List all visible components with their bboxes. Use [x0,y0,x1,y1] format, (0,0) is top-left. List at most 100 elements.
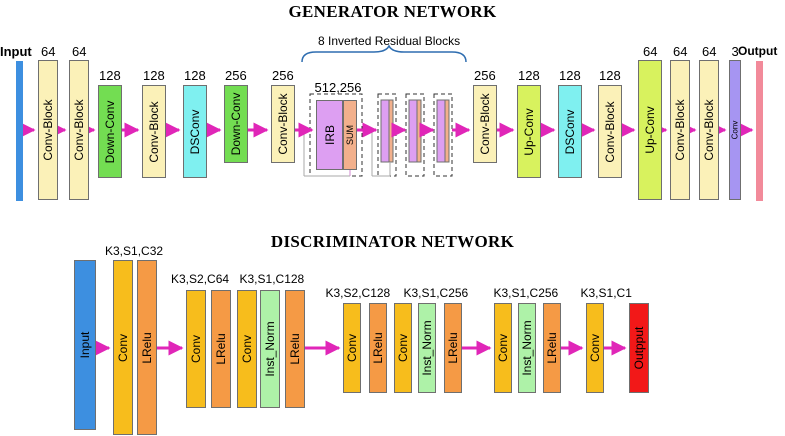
generator-block-5-channels: 256 [225,68,247,83]
discriminator-param-3: K3,S2,C128 [325,286,391,300]
discriminator-block-17-label: Outpput [632,326,646,370]
discriminator-block-6: Inst_Norm [260,290,280,408]
discriminator-block-8-label: Conv [345,333,359,363]
generator-block-0-channels: 64 [41,44,56,59]
generator-block-2: Down-Conv [98,85,122,178]
generator-block-16-label: Conv [730,120,740,140]
generator-block-2-channels: 128 [99,68,121,83]
generator-block-3-channels: 128 [143,68,165,83]
generator-block-7: IRB [316,100,343,170]
discriminator-block-16: Conv [586,303,604,393]
generator-input-bar [16,61,23,201]
generator-input-label: Input [0,44,32,59]
generator-block-16: Conv [729,60,741,200]
generator-block-3: Conv-Block [142,85,166,178]
generator-block-5-label: Down-Conv [229,92,243,156]
discriminator-block-5: Conv [237,290,257,408]
discriminator-block-15-label: LRelu [545,332,559,364]
discriminator-block-3: Conv [186,290,206,408]
irb-mini-sum-0 [388,99,394,163]
generator-block-7-label: IRB [322,124,337,146]
generator-title: GENERATOR NETWORK [288,2,497,21]
generator-output-bar [756,61,763,201]
generator-block-15-channels: 64 [702,44,717,59]
generator-block-11-label: DSConv [563,109,577,154]
generator-block-6: Conv-Block [271,85,295,163]
discriminator-block-1: Conv [113,260,133,435]
generator-block-10-channels: 128 [518,68,540,83]
generator-block-4-label: DSConv [188,109,202,154]
discriminator-block-2-label: LRelu [140,331,154,364]
discriminator-block-11-label: Inst_Norm [420,320,434,376]
generator-block-14-label: Conv-Block [673,99,687,161]
generator-block-15: Conv-Block [699,60,719,200]
generator-block-9-label: Conv-Block [478,93,492,155]
discriminator-block-4: LRelu [211,290,231,408]
discriminator-block-3-label: Conv [189,334,203,364]
generator-block-11: DSConv [558,85,582,178]
generator-block-1-label: Conv-Block [72,99,86,161]
discriminator-param-0: K3,S1,C32 [105,244,164,258]
generator-block-1-channels: 64 [72,44,87,59]
discriminator-block-11: Inst_Norm [418,303,436,393]
discriminator-block-1-label: Conv [116,333,130,362]
generator-block-12: Conv-Block [598,85,622,178]
discriminator-param-6: K3,S1,C1 [580,286,632,300]
generator-block-12-channels: 128 [599,68,621,83]
discriminator-block-14-label: Inst_Norm [520,320,534,376]
generator-block-0-label: Conv-Block [41,99,55,161]
generator-block-9: Conv-Block [473,85,497,163]
generator-block-14-channels: 64 [673,44,688,59]
generator-block-8: SUM [343,100,357,170]
discriminator-block-7: LRelu [285,290,305,408]
discriminator-param-2: K3,S1,C128 [239,272,305,286]
discriminator-block-15: LRelu [543,303,561,393]
generator-block-4: DSConv [183,85,207,178]
discriminator-block-0: Input [74,260,96,430]
generator-block-15-label: Conv-Block [702,99,716,161]
discriminator-block-13: Conv [494,303,512,393]
generator-output-label: Output [738,44,778,58]
discriminator-block-2: LRelu [137,260,157,435]
generator-block-6-channels: 256 [272,68,294,83]
discriminator-block-10-label: Conv [396,333,410,363]
generator-block-10: Up-Conv [517,85,541,178]
irb-dashed-frame-3 [433,93,453,177]
generator-block-12-label: Conv-Block [603,100,617,163]
discriminator-title: DISCRIMINATOR NETWORK [270,232,515,251]
discriminator-block-14: Inst_Norm [518,303,536,393]
discriminator-block-6-label: Inst_Norm [263,321,277,377]
generator-block-0: Conv-Block [38,60,58,200]
discriminator-block-17: Outpput [629,303,649,393]
discriminator-block-12: LRelu [444,303,462,393]
discriminator-block-4-label: LRelu [214,333,228,365]
generator-block-11-channels: 128 [559,68,581,83]
generator-block-13: Up-Conv [638,60,662,200]
generator-block-13-channels: 64 [643,44,658,59]
generator-block-8-label: SUM [345,125,355,145]
discriminator-param-5: K3,S1,C256 [493,286,559,300]
discriminator-param-1: K3,S2,C64 [171,272,230,286]
discriminator-block-5-label: Conv [240,334,254,364]
generator-block-1: Conv-Block [69,60,89,200]
generator-block-10-label: Up-Conv [522,107,536,156]
discriminator-block-16-label: Conv [588,333,602,363]
irb-mini-sum-1 [416,99,422,163]
generator-block-5: Down-Conv [224,85,248,163]
discriminator-block-8: Conv [343,303,361,393]
irb-mini-sum-2 [444,99,450,163]
generator-block-16-channels: 3 [731,44,739,59]
generator-block-4-channels: 128 [184,68,206,83]
generator-block-9-channels: 256 [474,68,496,83]
generator-block-13-label: Up-Conv [643,106,657,154]
generator-block-2-label: Down-Conv [103,100,117,163]
irb-mini-block-0 [380,99,390,163]
irb-mini-block-2 [436,99,446,163]
discriminator-block-13-label: Conv [496,333,510,363]
generator-block-3-label: Conv-Block [147,100,161,163]
discriminator-block-0-label: Input [78,331,92,359]
discriminator-param-4: K3,S1,C256 [403,286,469,300]
generator-irb-caption: 8 Inverted Residual Blocks [318,34,461,48]
generator-block-6-label: Conv-Block [276,93,290,155]
